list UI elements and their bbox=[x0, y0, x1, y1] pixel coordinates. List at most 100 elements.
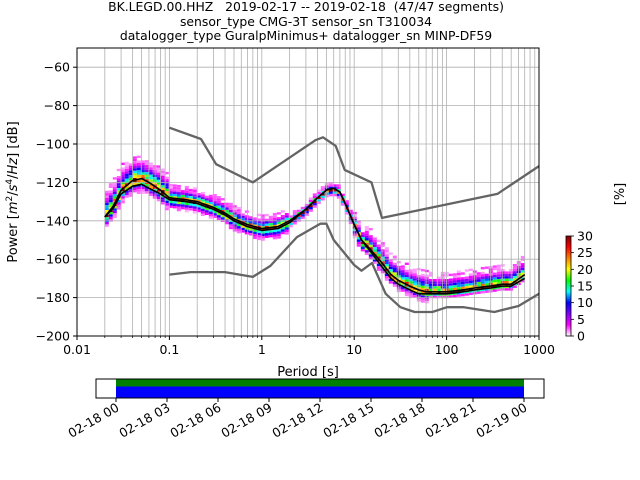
heatmap-cell bbox=[272, 232, 277, 235]
y-axis-label-part: ] [dB] bbox=[6, 121, 21, 158]
heatmap-cell bbox=[248, 216, 253, 219]
heatmap-cell bbox=[216, 196, 221, 199]
heatmap-cell bbox=[260, 214, 265, 217]
heatmap-cell bbox=[496, 271, 501, 275]
heatmap-cell bbox=[360, 241, 365, 245]
heatmap-cell bbox=[372, 259, 377, 262]
heatmap-cell bbox=[464, 281, 469, 284]
heatmap-cell bbox=[172, 184, 177, 187]
heatmap-cell bbox=[168, 205, 173, 208]
title-line: BK.LEGD.00.HHZ 2019-02-17 -- 2019-02-18 … bbox=[108, 0, 504, 14]
heatmap-cell bbox=[144, 172, 149, 175]
heatmap-cell bbox=[368, 237, 373, 240]
heatmap-cell bbox=[192, 187, 197, 190]
heatmap-cell bbox=[284, 217, 289, 221]
heatmap-cell bbox=[112, 186, 117, 190]
coverage-tick-label: 02-18 15 bbox=[320, 400, 376, 441]
heatmap-cell bbox=[496, 264, 501, 268]
heatmap-cell bbox=[284, 227, 289, 230]
heatmap-cell bbox=[136, 165, 141, 168]
heatmap-cell bbox=[356, 237, 361, 240]
heatmap-cell bbox=[408, 269, 413, 272]
heatmap-cell bbox=[344, 209, 349, 213]
heatmap-cell bbox=[172, 189, 177, 192]
heatmap-cell bbox=[408, 274, 413, 277]
colorbar-tick-label: 15 bbox=[577, 279, 593, 294]
heatmap-cell bbox=[260, 219, 265, 222]
heatmap-cell bbox=[192, 192, 197, 195]
heatmap-cell bbox=[208, 199, 213, 202]
heatmap-cell bbox=[156, 182, 161, 185]
heatmap-cell bbox=[380, 270, 385, 274]
heatmap-cell bbox=[132, 187, 137, 190]
heatmap-cell bbox=[200, 196, 205, 200]
heatmap-cell bbox=[128, 163, 133, 166]
heatmap-cell bbox=[260, 233, 265, 236]
heatmap-cell bbox=[108, 204, 113, 208]
heatmap-cell bbox=[260, 236, 265, 239]
heatmap-cell bbox=[412, 275, 417, 279]
heatmap-cell bbox=[164, 179, 169, 182]
heatmap-cell bbox=[140, 160, 145, 163]
heatmap-cell bbox=[432, 281, 437, 284]
heatmap-cell bbox=[148, 186, 153, 189]
heatmap-cell bbox=[432, 279, 437, 282]
heatmap-cell bbox=[372, 242, 377, 245]
heatmap-cell bbox=[168, 188, 173, 192]
heatmap-cell bbox=[460, 281, 465, 285]
heatmap-cell bbox=[104, 193, 109, 196]
heatmap-cell bbox=[232, 205, 237, 208]
heatmap-cell bbox=[308, 199, 313, 203]
heatmap-cell bbox=[464, 269, 469, 272]
heatmap-cell bbox=[452, 285, 457, 288]
heatmap-cell bbox=[144, 169, 149, 173]
heatmap-cell bbox=[440, 276, 445, 279]
heatmap-cell bbox=[148, 174, 153, 177]
heatmap-cell bbox=[396, 275, 401, 278]
heatmap-cell bbox=[332, 184, 337, 187]
heatmap-cell bbox=[344, 202, 349, 205]
heatmap-cell bbox=[364, 226, 369, 229]
heatmap-cell bbox=[120, 174, 125, 177]
heatmap-cell bbox=[460, 291, 465, 294]
heatmap-cell bbox=[120, 189, 125, 192]
heatmap-cell bbox=[356, 239, 361, 242]
heatmap-cell bbox=[168, 200, 173, 204]
heatmap-cell bbox=[340, 193, 345, 197]
heatmap-cell bbox=[428, 274, 433, 277]
heatmap-cell bbox=[384, 276, 389, 279]
heatmap-cell bbox=[412, 280, 417, 283]
heatmap-cell bbox=[316, 201, 321, 204]
heatmap-cell bbox=[364, 250, 369, 253]
heatmap-cell bbox=[240, 227, 245, 231]
heatmap-cell bbox=[228, 210, 233, 213]
heatmap-cell bbox=[256, 223, 261, 226]
heatmap-cell bbox=[436, 281, 441, 284]
heatmap-cell bbox=[396, 270, 401, 273]
heatmap-cell bbox=[400, 272, 405, 275]
heatmap-cell bbox=[104, 202, 109, 206]
coverage-tick-label: 02-18 06 bbox=[167, 400, 223, 441]
heatmap-cell bbox=[188, 203, 193, 206]
heatmap-cell bbox=[500, 269, 505, 272]
heatmap-cell bbox=[208, 211, 213, 214]
heatmap-cell bbox=[396, 277, 401, 281]
heatmap-cell bbox=[300, 206, 305, 210]
heatmap-cell bbox=[440, 288, 445, 291]
heatmap-cell bbox=[268, 230, 273, 233]
heatmap-cell bbox=[320, 198, 325, 201]
mean-curve bbox=[104, 177, 526, 293]
heatmap-cell bbox=[264, 235, 269, 238]
heatmap-cell bbox=[440, 274, 445, 277]
heatmap-cell bbox=[216, 200, 221, 204]
heatmap-cell bbox=[480, 276, 485, 279]
heatmap-cell bbox=[396, 268, 401, 271]
heatmap-cell bbox=[404, 269, 409, 273]
heatmap-cell bbox=[220, 205, 225, 208]
colorbar-gradient bbox=[565, 235, 572, 337]
heatmap-cell bbox=[336, 186, 341, 190]
coverage-used-span bbox=[116, 379, 524, 387]
heatmap-cell bbox=[400, 265, 405, 268]
heatmap-cell bbox=[308, 207, 313, 210]
heatmap-cell bbox=[372, 239, 377, 243]
